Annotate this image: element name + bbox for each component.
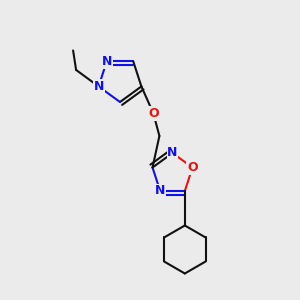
Text: N: N	[155, 184, 165, 197]
Text: N: N	[102, 55, 112, 68]
Text: O: O	[148, 107, 159, 120]
Text: N: N	[93, 80, 104, 93]
Text: N: N	[167, 146, 178, 160]
Text: O: O	[187, 161, 198, 174]
